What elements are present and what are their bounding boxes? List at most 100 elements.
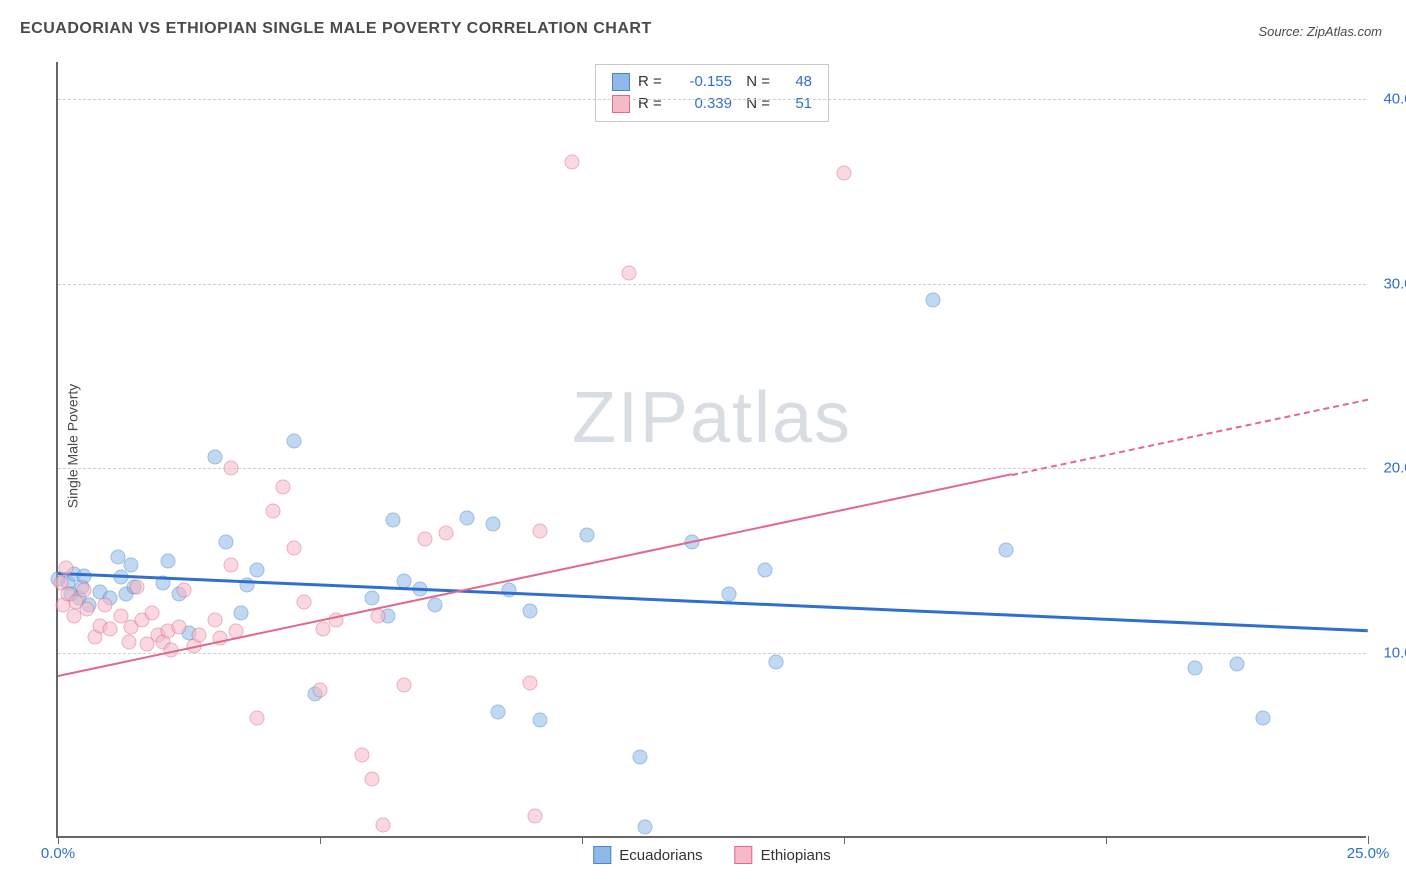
legend-r-label: R = <box>638 71 668 93</box>
watermark-zip: ZIP <box>572 378 690 458</box>
scatter-point <box>276 479 291 494</box>
scatter-point <box>522 603 537 618</box>
scatter-point <box>250 563 265 578</box>
x-tick-mark <box>1106 836 1107 844</box>
scatter-point <box>632 749 647 764</box>
scatter-point <box>370 609 385 624</box>
chart-plot-area: ZIPatlas R = -0.155 N = 48 R = 0.339 N =… <box>56 62 1366 838</box>
y-tick-label: 20.0% <box>1371 460 1406 477</box>
scatter-point <box>315 622 330 637</box>
y-tick-label: 30.0% <box>1371 275 1406 292</box>
scatter-point <box>926 293 941 308</box>
legend-row-ethiopians: R = 0.339 N = 51 <box>612 93 812 115</box>
scatter-point <box>837 165 852 180</box>
scatter-point <box>77 583 92 598</box>
scatter-point <box>396 677 411 692</box>
series-legend: Ecuadorians Ethiopians <box>593 846 830 864</box>
legend-n-value-1: 51 <box>778 93 812 115</box>
legend-entry: Ethiopians <box>735 846 831 864</box>
scatter-point <box>79 601 94 616</box>
watermark-atlas: atlas <box>690 378 852 458</box>
scatter-point <box>1188 661 1203 676</box>
scatter-point <box>768 655 783 670</box>
legend-swatch-ecuadorians <box>612 73 630 91</box>
scatter-point <box>223 557 238 572</box>
scatter-point <box>622 265 637 280</box>
scatter-point <box>533 712 548 727</box>
scatter-point <box>375 818 390 833</box>
scatter-point <box>459 511 474 526</box>
scatter-point <box>428 598 443 613</box>
scatter-point <box>98 598 113 613</box>
correlation-legend: R = -0.155 N = 48 R = 0.339 N = 51 <box>595 64 829 122</box>
scatter-point <box>564 154 579 169</box>
scatter-point <box>129 579 144 594</box>
scatter-point <box>580 527 595 542</box>
scatter-point <box>522 675 537 690</box>
scatter-point <box>354 747 369 762</box>
scatter-point <box>208 612 223 627</box>
trend-line <box>1011 398 1368 475</box>
scatter-point <box>501 583 516 598</box>
scatter-point <box>145 605 160 620</box>
legend-swatch <box>593 846 611 864</box>
legend-label: Ecuadorians <box>619 847 702 864</box>
gridline-h <box>58 284 1366 285</box>
scatter-point <box>286 540 301 555</box>
scatter-point <box>758 563 773 578</box>
scatter-point <box>124 557 139 572</box>
legend-entry: Ecuadorians <box>593 846 702 864</box>
scatter-point <box>297 594 312 609</box>
scatter-point <box>417 531 432 546</box>
legend-r-value-0: -0.155 <box>676 71 732 93</box>
x-tick-label: 0.0% <box>41 845 75 862</box>
x-tick-label: 25.0% <box>1347 845 1390 862</box>
scatter-point <box>386 513 401 528</box>
trend-line <box>58 572 1368 632</box>
y-tick-label: 10.0% <box>1371 645 1406 662</box>
scatter-point <box>208 450 223 465</box>
watermark: ZIPatlas <box>572 377 852 459</box>
scatter-point <box>1256 710 1271 725</box>
scatter-point <box>58 561 73 576</box>
gridline-h <box>58 653 1366 654</box>
legend-n-label: N = <box>740 93 770 115</box>
scatter-point <box>286 433 301 448</box>
scatter-point <box>103 622 118 637</box>
x-tick-mark <box>582 836 583 844</box>
scatter-point <box>265 503 280 518</box>
scatter-point <box>365 771 380 786</box>
scatter-point <box>223 461 238 476</box>
scatter-point <box>250 710 265 725</box>
scatter-point <box>438 526 453 541</box>
legend-swatch <box>735 846 753 864</box>
scatter-point <box>527 808 542 823</box>
scatter-point <box>313 683 328 698</box>
scatter-point <box>121 635 136 650</box>
x-tick-mark <box>844 836 845 844</box>
legend-n-label: N = <box>740 71 770 93</box>
scatter-point <box>171 620 186 635</box>
scatter-point <box>1230 657 1245 672</box>
scatter-point <box>491 705 506 720</box>
x-tick-mark <box>58 836 59 844</box>
legend-n-value-0: 48 <box>778 71 812 93</box>
x-tick-mark <box>1368 836 1369 844</box>
scatter-point <box>637 819 652 834</box>
scatter-point <box>176 583 191 598</box>
scatter-point <box>161 553 176 568</box>
gridline-h <box>58 468 1366 469</box>
source-label: Source: ZipAtlas.com <box>1258 24 1382 39</box>
scatter-point <box>721 587 736 602</box>
scatter-point <box>218 535 233 550</box>
legend-row-ecuadorians: R = -0.155 N = 48 <box>612 71 812 93</box>
y-tick-label: 40.0% <box>1371 90 1406 107</box>
legend-label: Ethiopians <box>761 847 831 864</box>
scatter-point <box>533 524 548 539</box>
scatter-point <box>365 590 380 605</box>
gridline-h <box>58 99 1366 100</box>
scatter-point <box>485 516 500 531</box>
legend-swatch-ethiopians <box>612 95 630 113</box>
scatter-point <box>999 542 1014 557</box>
x-tick-mark <box>320 836 321 844</box>
